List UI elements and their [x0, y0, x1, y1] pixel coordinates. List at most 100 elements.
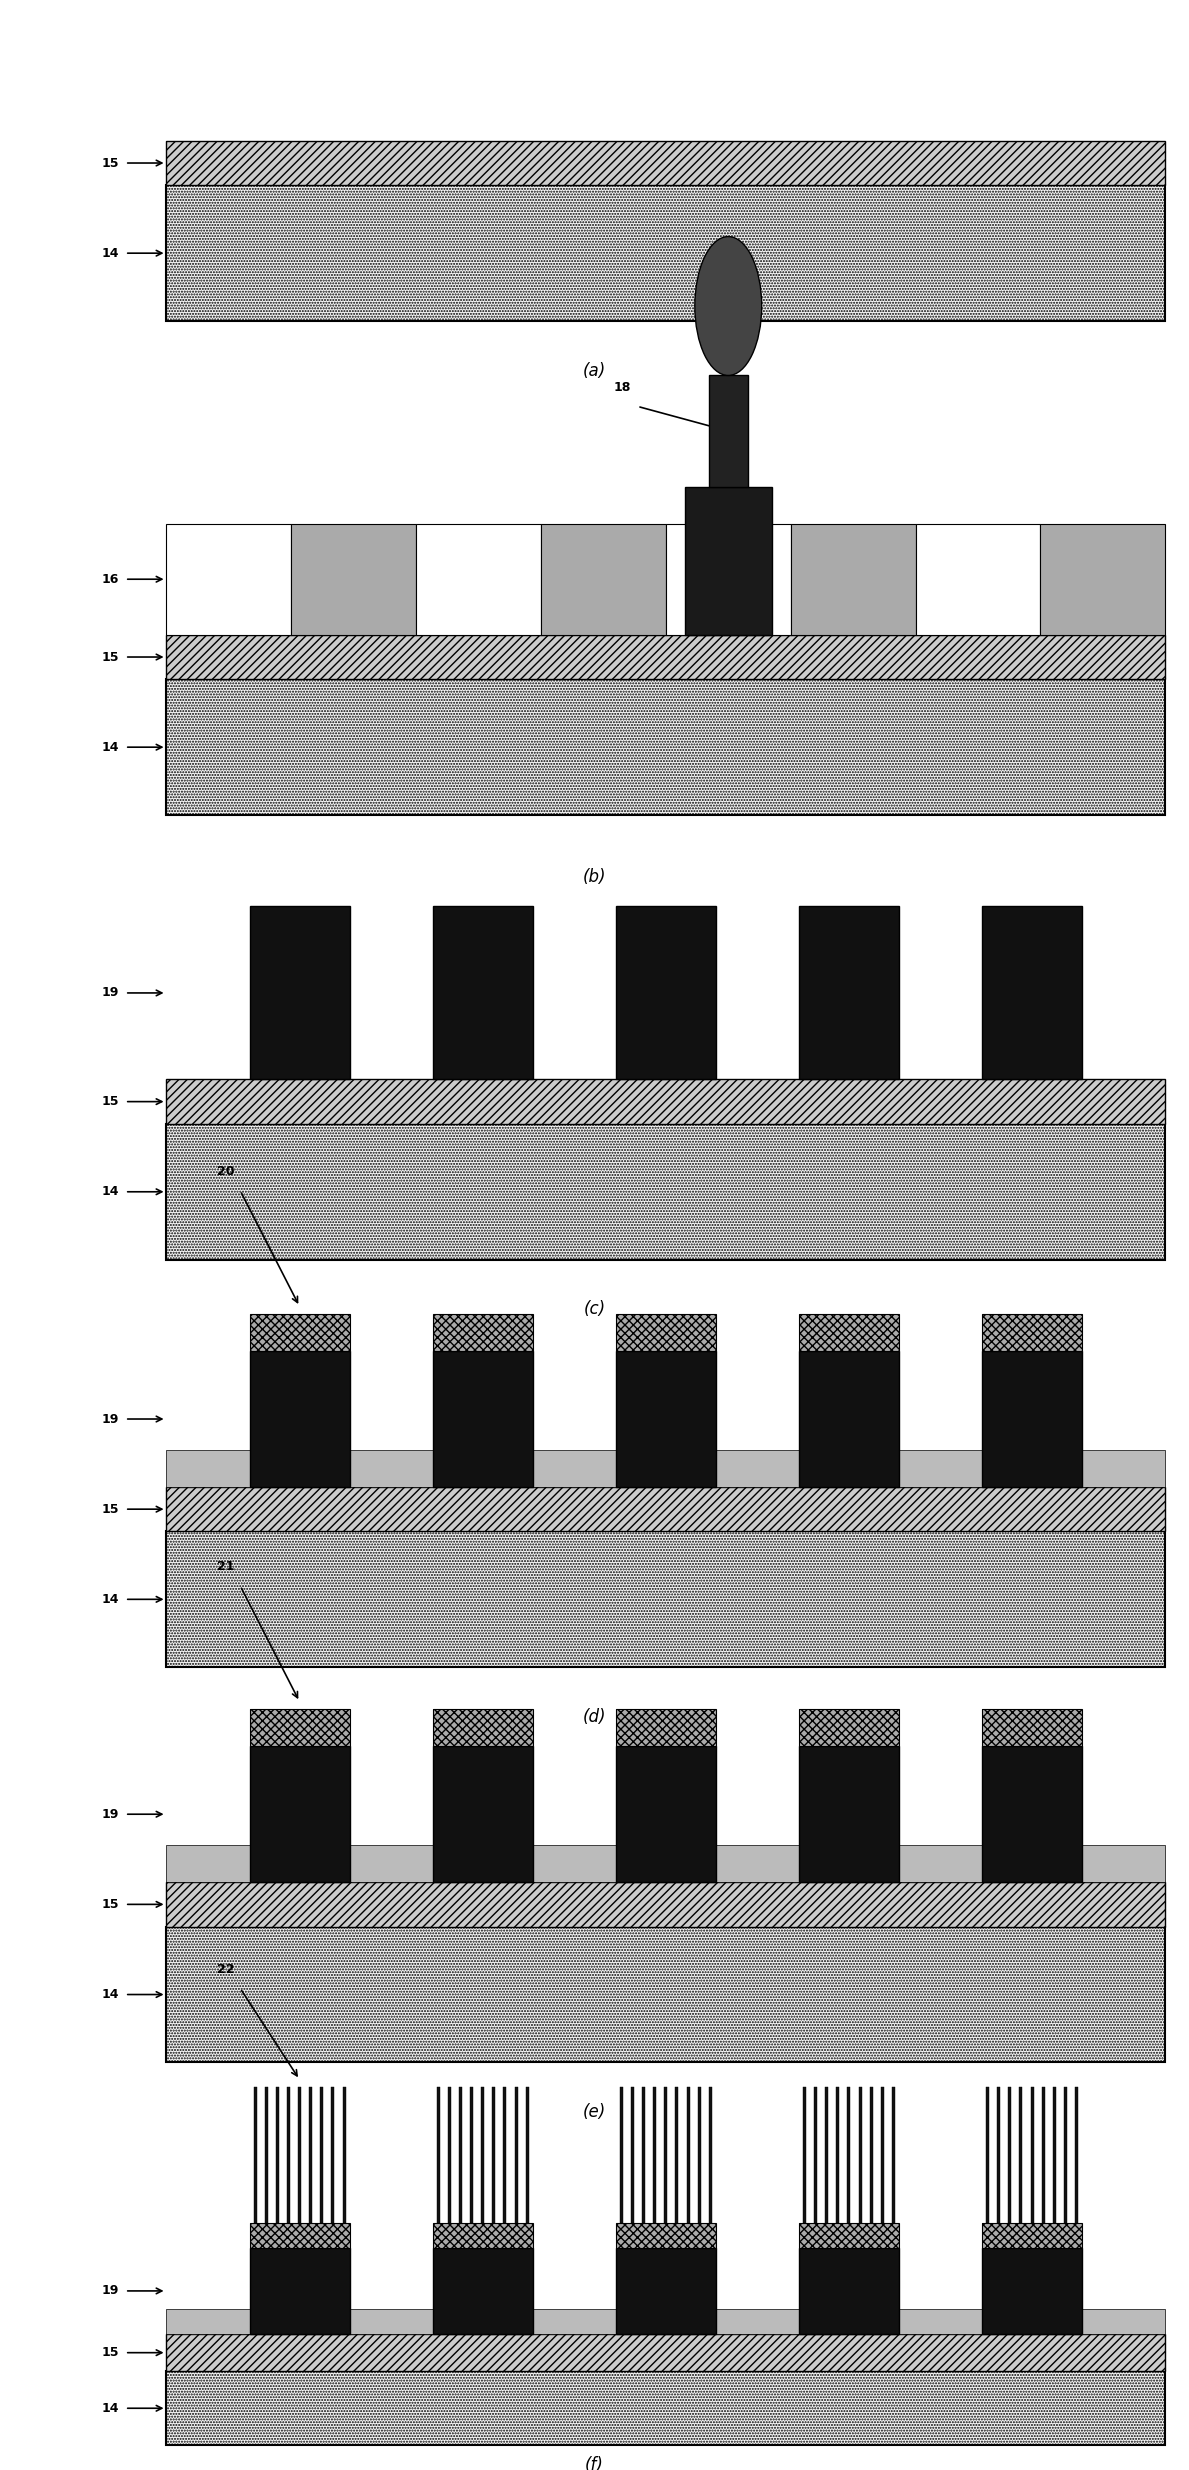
- Bar: [265, 2087, 268, 2223]
- Bar: [1082, 1450, 1165, 1487]
- Bar: [166, 1487, 1165, 1531]
- Bar: [166, 679, 1165, 815]
- Bar: [250, 1746, 350, 1882]
- Bar: [533, 1450, 616, 1487]
- Bar: [492, 2087, 496, 2223]
- Bar: [448, 2087, 451, 2223]
- Text: 15: 15: [101, 1094, 119, 1109]
- Bar: [166, 1079, 1165, 1124]
- Bar: [166, 635, 1165, 679]
- Bar: [716, 1450, 799, 1487]
- Bar: [433, 906, 533, 1079]
- Bar: [433, 1314, 533, 1351]
- Bar: [1064, 2087, 1067, 2223]
- Bar: [825, 2087, 829, 2223]
- Bar: [166, 1487, 1165, 1531]
- Bar: [287, 2087, 290, 2223]
- Bar: [799, 1709, 899, 1746]
- Bar: [665, 2087, 667, 2223]
- Bar: [799, 1314, 899, 1351]
- Text: 19: 19: [101, 2285, 119, 2297]
- Bar: [515, 2087, 517, 2223]
- Bar: [1052, 2087, 1056, 2223]
- Bar: [899, 1845, 982, 1882]
- Text: (c): (c): [584, 1299, 605, 1319]
- Bar: [616, 1314, 716, 1351]
- Bar: [982, 1709, 1082, 1746]
- Circle shape: [694, 237, 762, 375]
- Bar: [459, 2087, 463, 2223]
- Bar: [470, 2087, 473, 2223]
- Bar: [982, 1314, 1082, 1351]
- Text: (f): (f): [585, 2455, 604, 2470]
- Bar: [166, 2371, 1165, 2445]
- Bar: [433, 1709, 533, 1746]
- Bar: [433, 1351, 533, 1487]
- Bar: [250, 1709, 350, 1746]
- Bar: [799, 1746, 899, 1882]
- Bar: [982, 2223, 1082, 2248]
- Bar: [666, 524, 791, 635]
- Bar: [1082, 1845, 1165, 1882]
- Bar: [616, 2223, 716, 2248]
- Bar: [803, 2087, 806, 2223]
- Text: 15: 15: [101, 1897, 119, 1912]
- Bar: [166, 2371, 1165, 2445]
- Bar: [433, 2223, 533, 2248]
- Bar: [836, 2087, 839, 2223]
- Bar: [848, 2087, 850, 2223]
- Text: 21: 21: [216, 1561, 234, 1573]
- Bar: [616, 2248, 716, 2334]
- Bar: [433, 2223, 533, 2248]
- Bar: [298, 2087, 301, 2223]
- Bar: [799, 1709, 899, 1746]
- Bar: [799, 1314, 899, 1351]
- Bar: [166, 635, 1165, 679]
- Bar: [309, 2087, 313, 2223]
- Bar: [350, 2309, 433, 2334]
- Bar: [686, 2087, 690, 2223]
- Bar: [166, 1845, 250, 1882]
- Bar: [503, 2087, 507, 2223]
- Bar: [814, 2087, 817, 2223]
- Bar: [332, 2087, 334, 2223]
- Text: 14: 14: [101, 1186, 119, 1198]
- Bar: [433, 1746, 533, 1882]
- Bar: [166, 1927, 1165, 2062]
- Bar: [675, 2087, 679, 2223]
- Bar: [166, 1927, 1165, 2062]
- Bar: [709, 375, 748, 487]
- Text: (a): (a): [583, 361, 606, 380]
- Bar: [982, 1351, 1082, 1487]
- Bar: [716, 2309, 799, 2334]
- Bar: [916, 524, 1040, 635]
- Text: (b): (b): [583, 867, 606, 887]
- Text: 15: 15: [101, 2346, 119, 2359]
- Bar: [619, 2087, 623, 2223]
- Bar: [631, 2087, 634, 2223]
- Bar: [166, 1124, 1165, 1260]
- Bar: [416, 524, 541, 635]
- Bar: [858, 2087, 862, 2223]
- Bar: [616, 1709, 716, 1746]
- Bar: [166, 2334, 1165, 2371]
- Bar: [799, 2223, 899, 2248]
- Bar: [616, 1709, 716, 1746]
- Bar: [433, 1709, 533, 1746]
- Bar: [616, 1746, 716, 1882]
- Bar: [1082, 2309, 1165, 2334]
- Bar: [276, 2087, 279, 2223]
- Bar: [250, 1709, 350, 1746]
- Bar: [716, 1845, 799, 1882]
- Bar: [350, 1845, 433, 1882]
- Bar: [166, 1531, 1165, 1667]
- Bar: [1040, 524, 1165, 635]
- Bar: [616, 906, 716, 1079]
- Bar: [250, 1314, 350, 1351]
- Bar: [166, 1531, 1165, 1667]
- Bar: [166, 2309, 250, 2334]
- Text: 14: 14: [101, 741, 119, 753]
- Bar: [1019, 2087, 1023, 2223]
- Bar: [899, 2309, 982, 2334]
- Bar: [709, 2087, 712, 2223]
